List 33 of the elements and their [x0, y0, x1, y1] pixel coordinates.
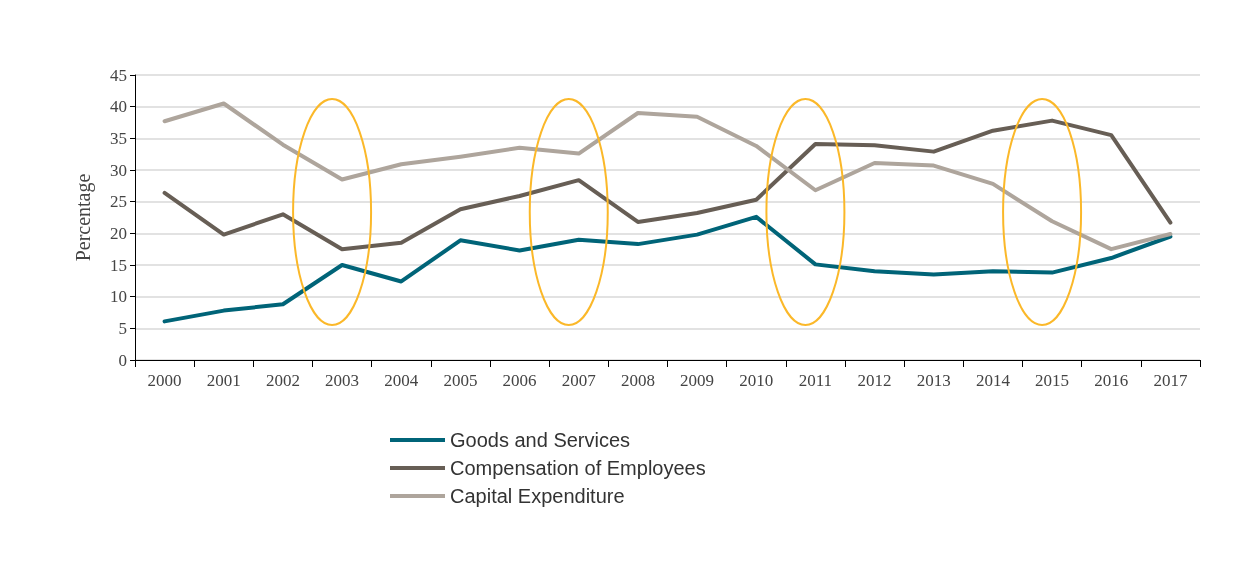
- x-tick-label: 2013: [916, 371, 951, 390]
- x-tick-label: 2003: [325, 371, 360, 390]
- x-tick-label: 2005: [443, 371, 478, 390]
- x-tick-label: 2011: [798, 371, 833, 390]
- x-tick-label: 2008: [620, 371, 655, 390]
- legend-label: Capital Expenditure: [450, 485, 625, 507]
- x-tick-label: 2001: [206, 371, 241, 390]
- y-tick-label: 20: [110, 223, 127, 243]
- y-tick-label: 25: [110, 192, 127, 212]
- x-tick-label: 2009: [680, 371, 715, 390]
- y-tick-label: 0: [118, 350, 127, 370]
- x-tick-label: 2017: [1153, 371, 1188, 390]
- legend-label: Goods and Services: [450, 429, 631, 451]
- x-tick-label: 2015: [1035, 371, 1070, 390]
- legend-label: Compensation of Employees: [450, 457, 706, 479]
- x-tick-label: 2012: [857, 371, 892, 390]
- x-tick-label: 2014: [975, 371, 1011, 390]
- y-tick-label: 30: [110, 160, 127, 180]
- y-tick-label: 10: [110, 287, 127, 307]
- y-axis-title: Percentage: [72, 173, 95, 262]
- y-tick-label: 40: [110, 97, 127, 117]
- x-tick-label: 2010: [739, 371, 774, 390]
- x-tick-label: 2007: [561, 371, 597, 390]
- x-tick-label: 2000: [147, 371, 182, 390]
- y-tick-label: 35: [110, 128, 127, 148]
- y-tick-label: 5: [118, 318, 127, 338]
- x-tick-label: 2004: [384, 371, 419, 390]
- line-series: [162, 214, 1173, 324]
- x-tick-label: 2016: [1094, 371, 1129, 390]
- y-tick-label: 15: [110, 255, 127, 275]
- y-tick-label: 45: [110, 65, 127, 85]
- x-tick-label: 2006: [502, 371, 537, 390]
- x-tick-label: 2002: [265, 371, 300, 390]
